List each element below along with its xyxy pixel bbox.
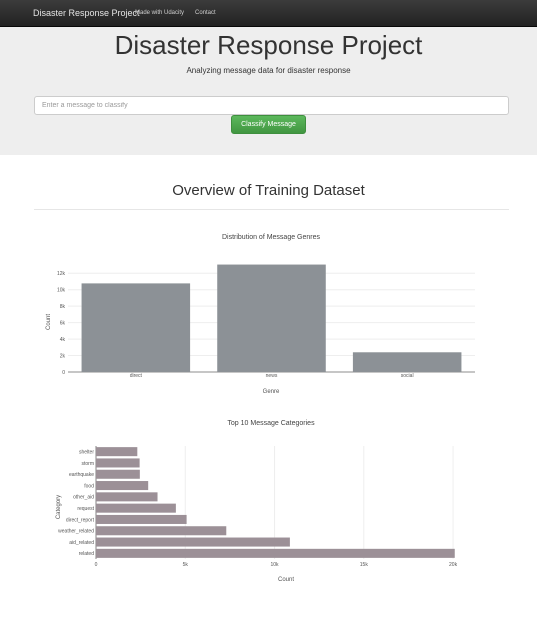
category-bar-request[interactable] — [96, 504, 176, 513]
page-subtitle: Analyzing message data for disaster resp… — [0, 66, 537, 75]
x-tick-label: social — [401, 373, 414, 379]
y-tick-label: request — [77, 506, 94, 512]
top-categories-chart: Top 10 Message Categories related aid_rel… — [0, 410, 537, 590]
x-tick-label: 5k — [183, 562, 189, 568]
classify-message-button[interactable]: Classify Message — [231, 115, 306, 134]
y-tick-label: storm — [82, 461, 95, 467]
navbar: Disaster Response Project Made with Udac… — [0, 0, 537, 27]
y-tick-label: weather_related — [58, 529, 94, 535]
y-tick-label: aid_related — [69, 540, 94, 546]
y-tick-label: 6k — [60, 321, 66, 327]
section-title: Overview of Training Dataset — [0, 182, 537, 199]
y-tick-label: shelter — [79, 449, 94, 455]
section-divider — [34, 209, 509, 210]
y-tick-label: other_aid — [73, 495, 94, 501]
category-bar-aid_related[interactable] — [96, 538, 290, 547]
y-tick-label: 4k — [60, 337, 66, 343]
x-tick-label: 20k — [449, 562, 458, 568]
chart-title: Distribution of Message Genres — [222, 234, 321, 241]
page-title: Disaster Response Project — [0, 30, 537, 61]
category-bar-shelter[interactable] — [96, 447, 137, 456]
x-axis-label: Genre — [263, 389, 280, 395]
y-tick-label: 2k — [60, 354, 66, 360]
nav-link-contact[interactable]: Contact — [195, 10, 216, 16]
category-bar-earthquake[interactable] — [96, 470, 140, 479]
genre-bar-direct[interactable] — [82, 283, 191, 372]
category-bar-other_aid[interactable] — [96, 492, 158, 501]
y-axis-label: Category — [56, 495, 62, 519]
category-bar-direct_report[interactable] — [96, 515, 187, 524]
category-bar-related[interactable] — [96, 549, 455, 558]
x-tick-label: 0 — [95, 562, 98, 568]
y-tick-label: 0 — [62, 370, 65, 376]
category-bar-weather_related[interactable] — [96, 526, 226, 535]
y-axis-label: Count — [46, 314, 52, 330]
x-tick-label: news — [266, 373, 278, 379]
y-tick-label: earthquake — [69, 472, 94, 478]
genre-bar-social[interactable] — [353, 352, 462, 372]
nav-link-udacity[interactable]: Made with Udacity — [135, 10, 184, 16]
x-tick-label: direct — [130, 373, 143, 379]
x-tick-label: 15k — [360, 562, 369, 568]
category-bar-food[interactable] — [96, 481, 148, 490]
message-input[interactable] — [34, 96, 509, 115]
chart-title: Top 10 Message Categories — [227, 420, 315, 427]
genre-bar-news[interactable] — [217, 265, 326, 372]
y-tick-label: food — [84, 483, 94, 489]
y-tick-label: 8k — [60, 304, 66, 310]
category-bar-storm[interactable] — [96, 458, 140, 467]
y-tick-label: 10k — [57, 288, 66, 294]
navbar-brand[interactable]: Disaster Response Project — [33, 8, 140, 18]
x-axis-label: Count — [278, 577, 294, 583]
y-tick-label: related — [79, 551, 95, 557]
y-tick-label: 12k — [57, 271, 66, 277]
x-tick-label: 10k — [271, 562, 280, 568]
genre-distribution-chart: Distribution of Message Genres 0 2k 4k 6k 8k… — [0, 225, 537, 400]
y-tick-label: direct_report — [66, 517, 95, 523]
